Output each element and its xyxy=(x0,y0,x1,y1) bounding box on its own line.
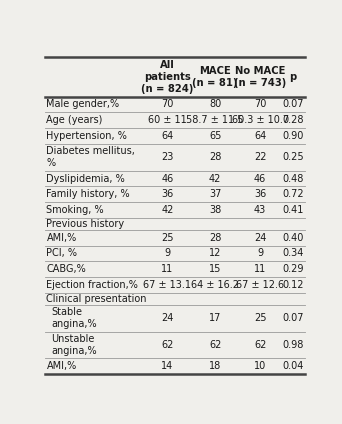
Text: 62: 62 xyxy=(209,340,221,350)
Text: 24: 24 xyxy=(161,313,174,323)
Text: 0.28: 0.28 xyxy=(282,115,303,125)
Text: 42: 42 xyxy=(161,205,174,215)
Text: 0.04: 0.04 xyxy=(282,361,303,371)
Text: 64 ± 16.2: 64 ± 16.2 xyxy=(191,280,239,290)
Text: 64: 64 xyxy=(161,131,174,141)
Text: 46: 46 xyxy=(161,173,174,184)
Text: 23: 23 xyxy=(161,152,174,162)
Text: 70: 70 xyxy=(254,100,266,109)
Text: AMI,%: AMI,% xyxy=(47,361,77,371)
Text: 0.98: 0.98 xyxy=(282,340,303,350)
Text: 24: 24 xyxy=(254,233,266,243)
Text: AMI,%: AMI,% xyxy=(47,233,77,243)
Text: 28: 28 xyxy=(209,152,221,162)
Text: 25: 25 xyxy=(254,313,266,323)
Text: 0.72: 0.72 xyxy=(282,190,304,199)
Text: Male gender,%: Male gender,% xyxy=(47,100,120,109)
Text: Hypertension, %: Hypertension, % xyxy=(47,131,127,141)
Text: 9: 9 xyxy=(257,248,263,259)
Text: 28: 28 xyxy=(209,233,221,243)
Text: 67 ± 13.1: 67 ± 13.1 xyxy=(143,280,192,290)
Text: 62: 62 xyxy=(161,340,174,350)
Text: 0.41: 0.41 xyxy=(282,205,303,215)
Text: 38: 38 xyxy=(209,205,221,215)
Text: MACE
(n = 81): MACE (n = 81) xyxy=(192,66,238,88)
Text: 60 ± 11: 60 ± 11 xyxy=(148,115,187,125)
Text: 64: 64 xyxy=(254,131,266,141)
Text: Smoking, %: Smoking, % xyxy=(47,205,104,215)
Text: 46: 46 xyxy=(254,173,266,184)
Text: Unstable
angina,%: Unstable angina,% xyxy=(51,334,97,356)
Text: 65: 65 xyxy=(209,131,221,141)
Text: 36: 36 xyxy=(161,190,174,199)
Text: 12: 12 xyxy=(209,248,221,259)
Text: 60.3 ± 10.7: 60.3 ± 10.7 xyxy=(232,115,289,125)
Text: All
patients
(n = 824): All patients (n = 824) xyxy=(141,60,194,95)
Text: 9: 9 xyxy=(165,248,171,259)
Text: 11: 11 xyxy=(254,264,266,274)
Text: 58.7 ± 11.5: 58.7 ± 11.5 xyxy=(186,115,244,125)
Text: 0.07: 0.07 xyxy=(282,100,303,109)
Text: 42: 42 xyxy=(209,173,221,184)
Text: 0.90: 0.90 xyxy=(282,131,303,141)
Text: Previous history: Previous history xyxy=(47,219,124,229)
Text: Family history, %: Family history, % xyxy=(47,190,130,199)
Text: Ejection fraction,%: Ejection fraction,% xyxy=(47,280,138,290)
Text: 15: 15 xyxy=(209,264,221,274)
Text: 10: 10 xyxy=(254,361,266,371)
Text: 14: 14 xyxy=(161,361,174,371)
Text: 18: 18 xyxy=(209,361,221,371)
Text: Diabetes mellitus,
%: Diabetes mellitus, % xyxy=(47,147,135,168)
Text: 0.48: 0.48 xyxy=(282,173,303,184)
Text: 11: 11 xyxy=(161,264,174,274)
Text: 0.12: 0.12 xyxy=(282,280,303,290)
Text: PCI, %: PCI, % xyxy=(47,248,77,259)
Text: CABG,%: CABG,% xyxy=(47,264,86,274)
Text: Dyslipidemia, %: Dyslipidemia, % xyxy=(47,173,125,184)
Text: 62: 62 xyxy=(254,340,266,350)
Text: 0.07: 0.07 xyxy=(282,313,303,323)
Text: 0.29: 0.29 xyxy=(282,264,303,274)
Text: 43: 43 xyxy=(254,205,266,215)
Text: 17: 17 xyxy=(209,313,221,323)
Text: 0.25: 0.25 xyxy=(282,152,304,162)
Text: 67 ± 12.6: 67 ± 12.6 xyxy=(236,280,284,290)
Text: 22: 22 xyxy=(254,152,266,162)
Text: p: p xyxy=(289,72,297,82)
Text: 0.40: 0.40 xyxy=(282,233,303,243)
Text: 70: 70 xyxy=(161,100,174,109)
Text: Stable
angina,%: Stable angina,% xyxy=(51,307,97,329)
Text: No MACE
(n = 743): No MACE (n = 743) xyxy=(234,66,286,88)
Text: Age (years): Age (years) xyxy=(47,115,103,125)
Text: 36: 36 xyxy=(254,190,266,199)
Text: 25: 25 xyxy=(161,233,174,243)
Text: 37: 37 xyxy=(209,190,221,199)
Text: 0.34: 0.34 xyxy=(282,248,303,259)
Text: 80: 80 xyxy=(209,100,221,109)
Text: Clinical presentation: Clinical presentation xyxy=(47,294,147,304)
